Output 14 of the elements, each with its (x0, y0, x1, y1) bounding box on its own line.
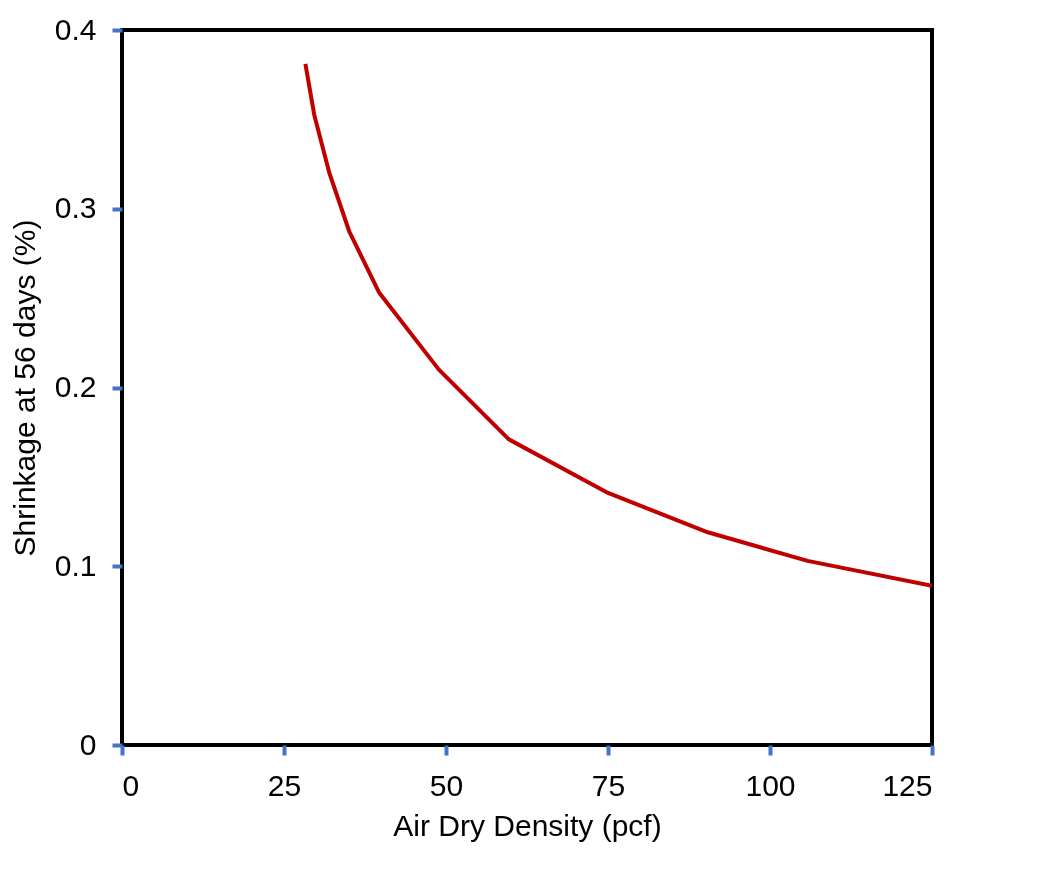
x-tick-label: 50 (429, 768, 464, 802)
x-tick-label: 100 (745, 768, 796, 802)
x-tick-label: 125 (882, 768, 933, 802)
x-tick-label: 75 (591, 768, 626, 802)
x-tick-label: 0 (122, 768, 140, 802)
y-tick-label: 0 (79, 727, 97, 761)
x-tick-label: 25 (267, 768, 302, 802)
x-axis-title: Air Dry Density (pcf) (393, 808, 662, 842)
y-tick-label: 0.4 (54, 12, 97, 46)
y-tick-label: 0.1 (54, 548, 97, 582)
line-series (303, 61, 932, 588)
y-tick-label: 0.3 (54, 191, 97, 225)
y-axis-title: Shrinkage at 56 days (%) (7, 219, 41, 557)
y-tick-label: 0.2 (54, 370, 97, 403)
